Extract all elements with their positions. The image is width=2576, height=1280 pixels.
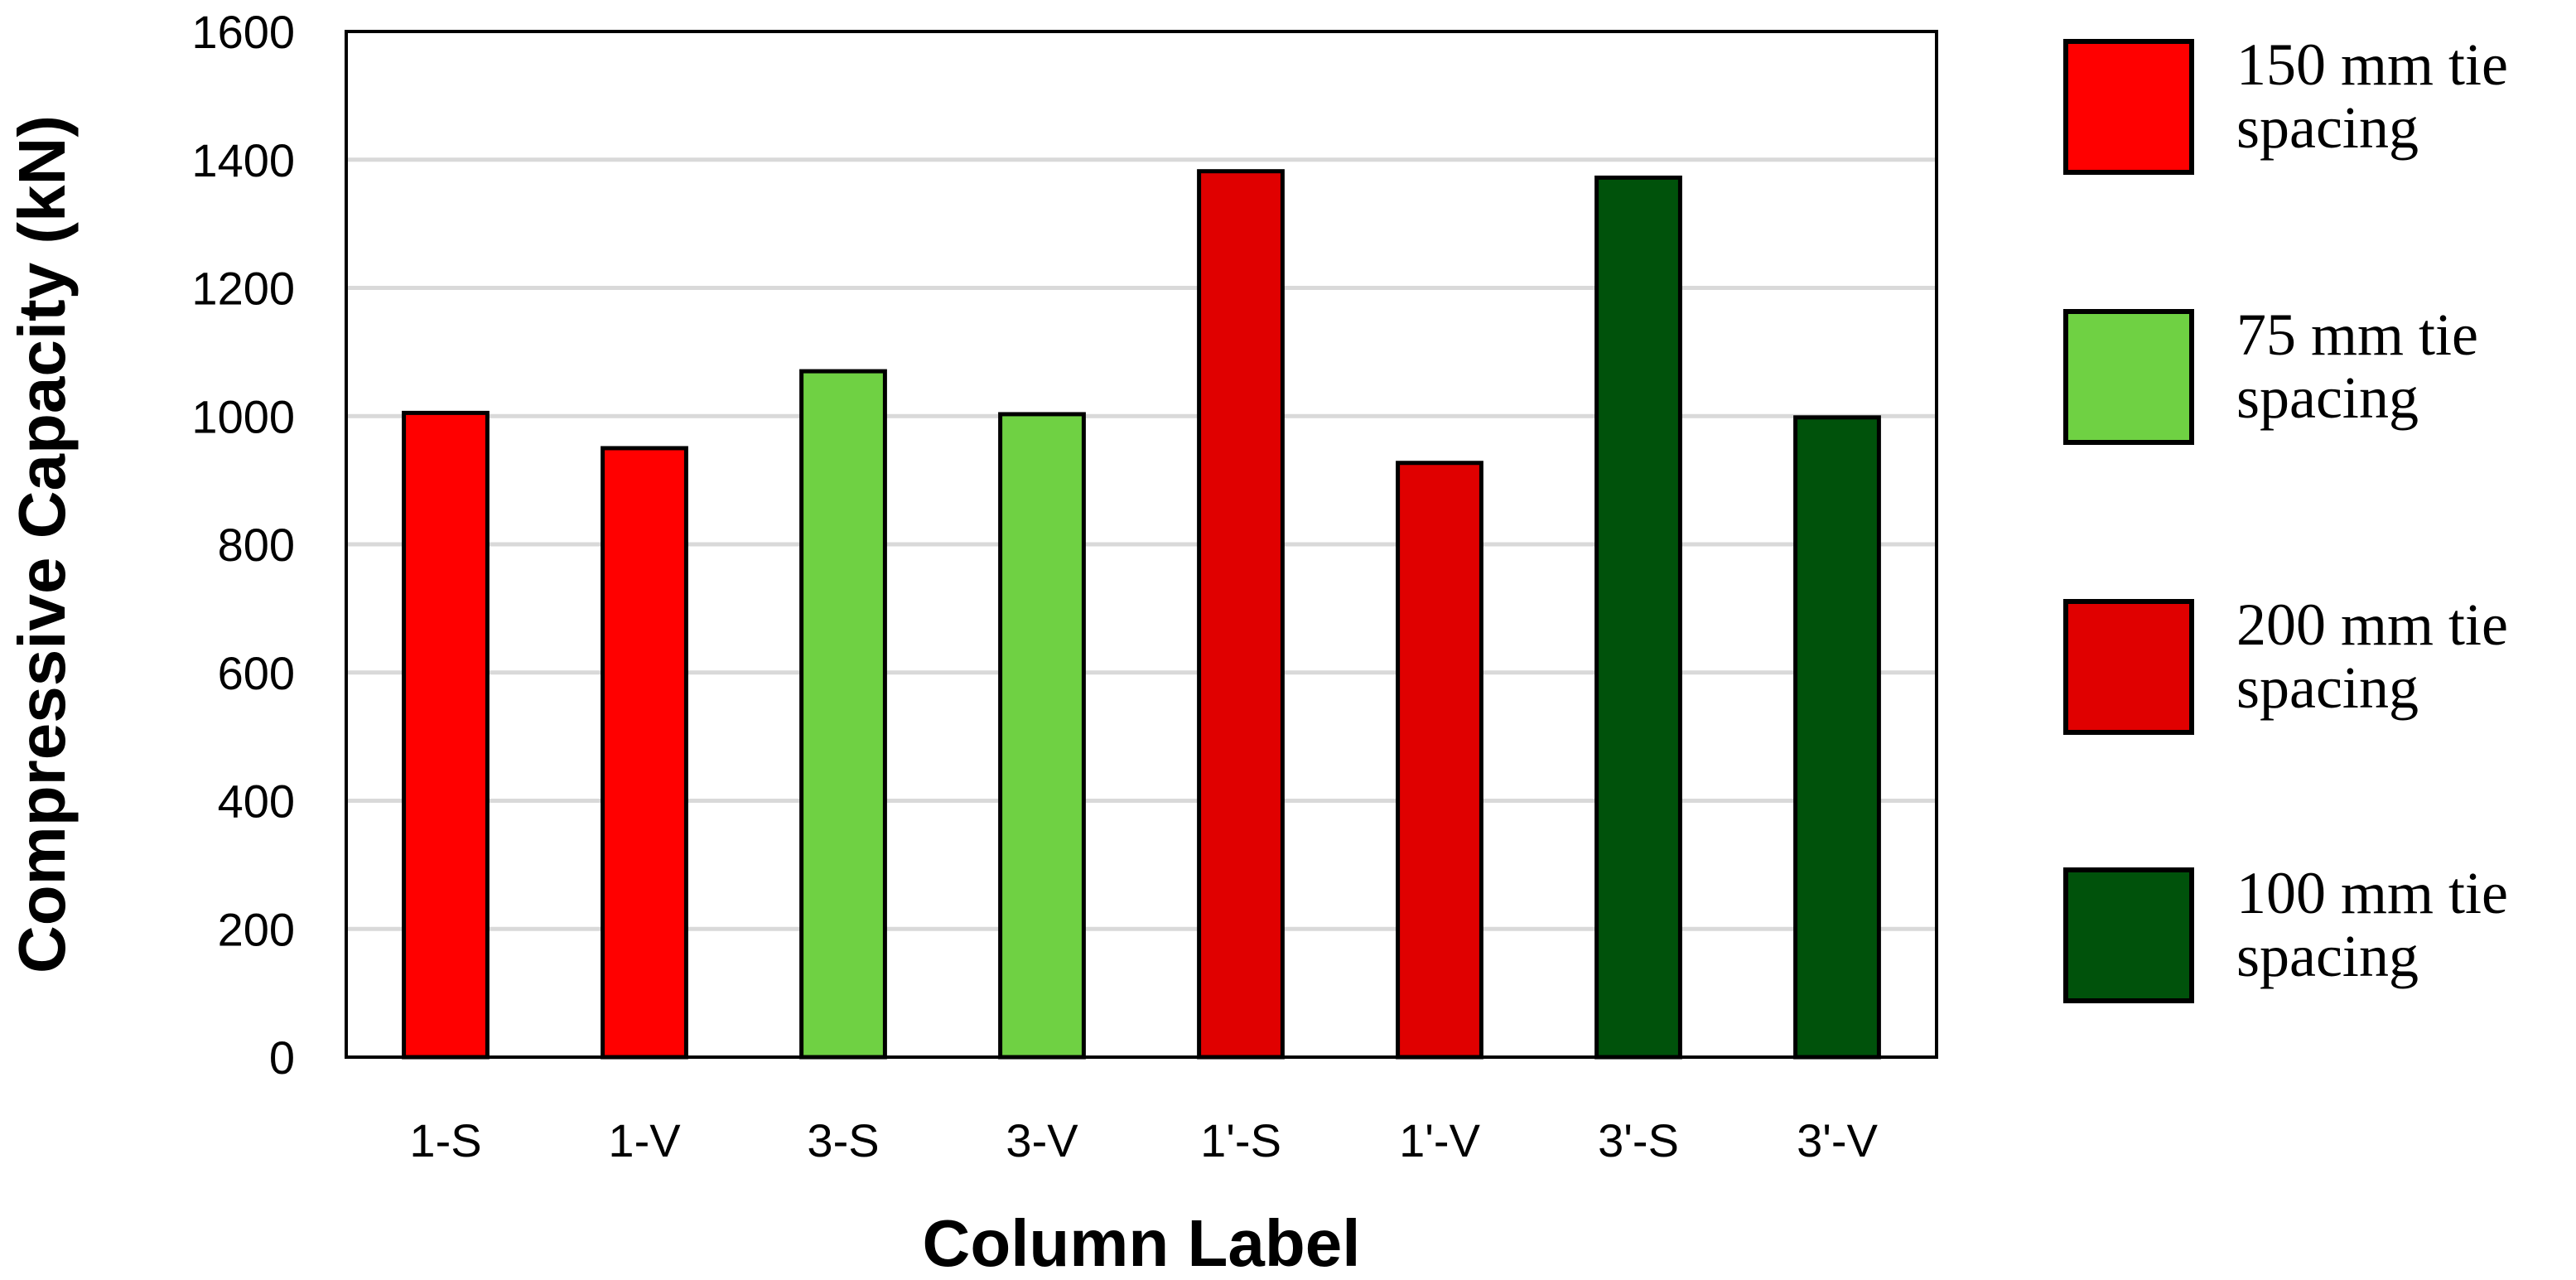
x-tick-label: 3-S [807, 1114, 879, 1166]
y-tick-label: 200 [218, 903, 295, 955]
x-tick-label: 3'-V [1797, 1114, 1878, 1166]
plot-area-frame [345, 30, 1938, 1059]
legend-label: spacing [2236, 923, 2419, 989]
x-tick-label: 1-V [608, 1114, 681, 1166]
legend-label: 200 mm tie [2236, 592, 2508, 658]
legend-swatch [2063, 599, 2194, 735]
bar-3-V [998, 412, 1086, 1060]
bar-3p-V [1793, 415, 1881, 1060]
y-tick-label: 800 [218, 519, 295, 571]
y-tick-label: 1400 [191, 134, 295, 186]
y-tick-label: 0 [269, 1031, 295, 1084]
y-axis-ticks: 0 200 400 600 800 1000 1200 1400 1600 [191, 6, 295, 1084]
y-tick-label: 400 [218, 775, 295, 828]
y-tick-label: 1600 [191, 6, 295, 58]
y-axis-title: Compressive Capacity (kN) [5, 115, 79, 973]
x-axis-ticks: 1-S 1-V 3-S 3-V 1'-S 1'-V 3'-S 3'-V [409, 1114, 1878, 1166]
x-tick-label: 1'-V [1399, 1114, 1480, 1166]
x-tick-label: 1-S [409, 1114, 481, 1166]
bars [402, 169, 1881, 1060]
legend-label: spacing [2236, 365, 2419, 431]
x-tick-label: 1'-S [1200, 1114, 1281, 1166]
bar-3p-S [1594, 175, 1682, 1060]
legend-swatch [2063, 867, 2194, 1003]
legend-label: spacing [2236, 94, 2419, 161]
x-axis-title: Column Label [923, 1206, 1361, 1280]
x-tick-label: 3-V [1006, 1114, 1078, 1166]
bar-1p-S [1197, 169, 1285, 1060]
gridlines [346, 157, 1937, 931]
x-tick-label: 3'-S [1598, 1114, 1679, 1166]
bar-1-V [601, 446, 688, 1060]
legend-label: spacing [2236, 654, 2419, 721]
legend-label: 75 mm tie [2236, 302, 2478, 368]
bar-3-S [799, 369, 887, 1060]
bar-1-S [402, 410, 490, 1060]
legend-label: 100 mm tie [2236, 860, 2508, 926]
y-tick-label: 1000 [191, 390, 295, 442]
bar-1p-V [1396, 461, 1483, 1060]
legend-label: 150 mm tie [2236, 31, 2508, 98]
legend-swatch [2063, 309, 2194, 445]
y-tick-label: 1200 [191, 263, 295, 315]
legend-swatch [2063, 39, 2194, 175]
y-tick-label: 600 [218, 647, 295, 699]
